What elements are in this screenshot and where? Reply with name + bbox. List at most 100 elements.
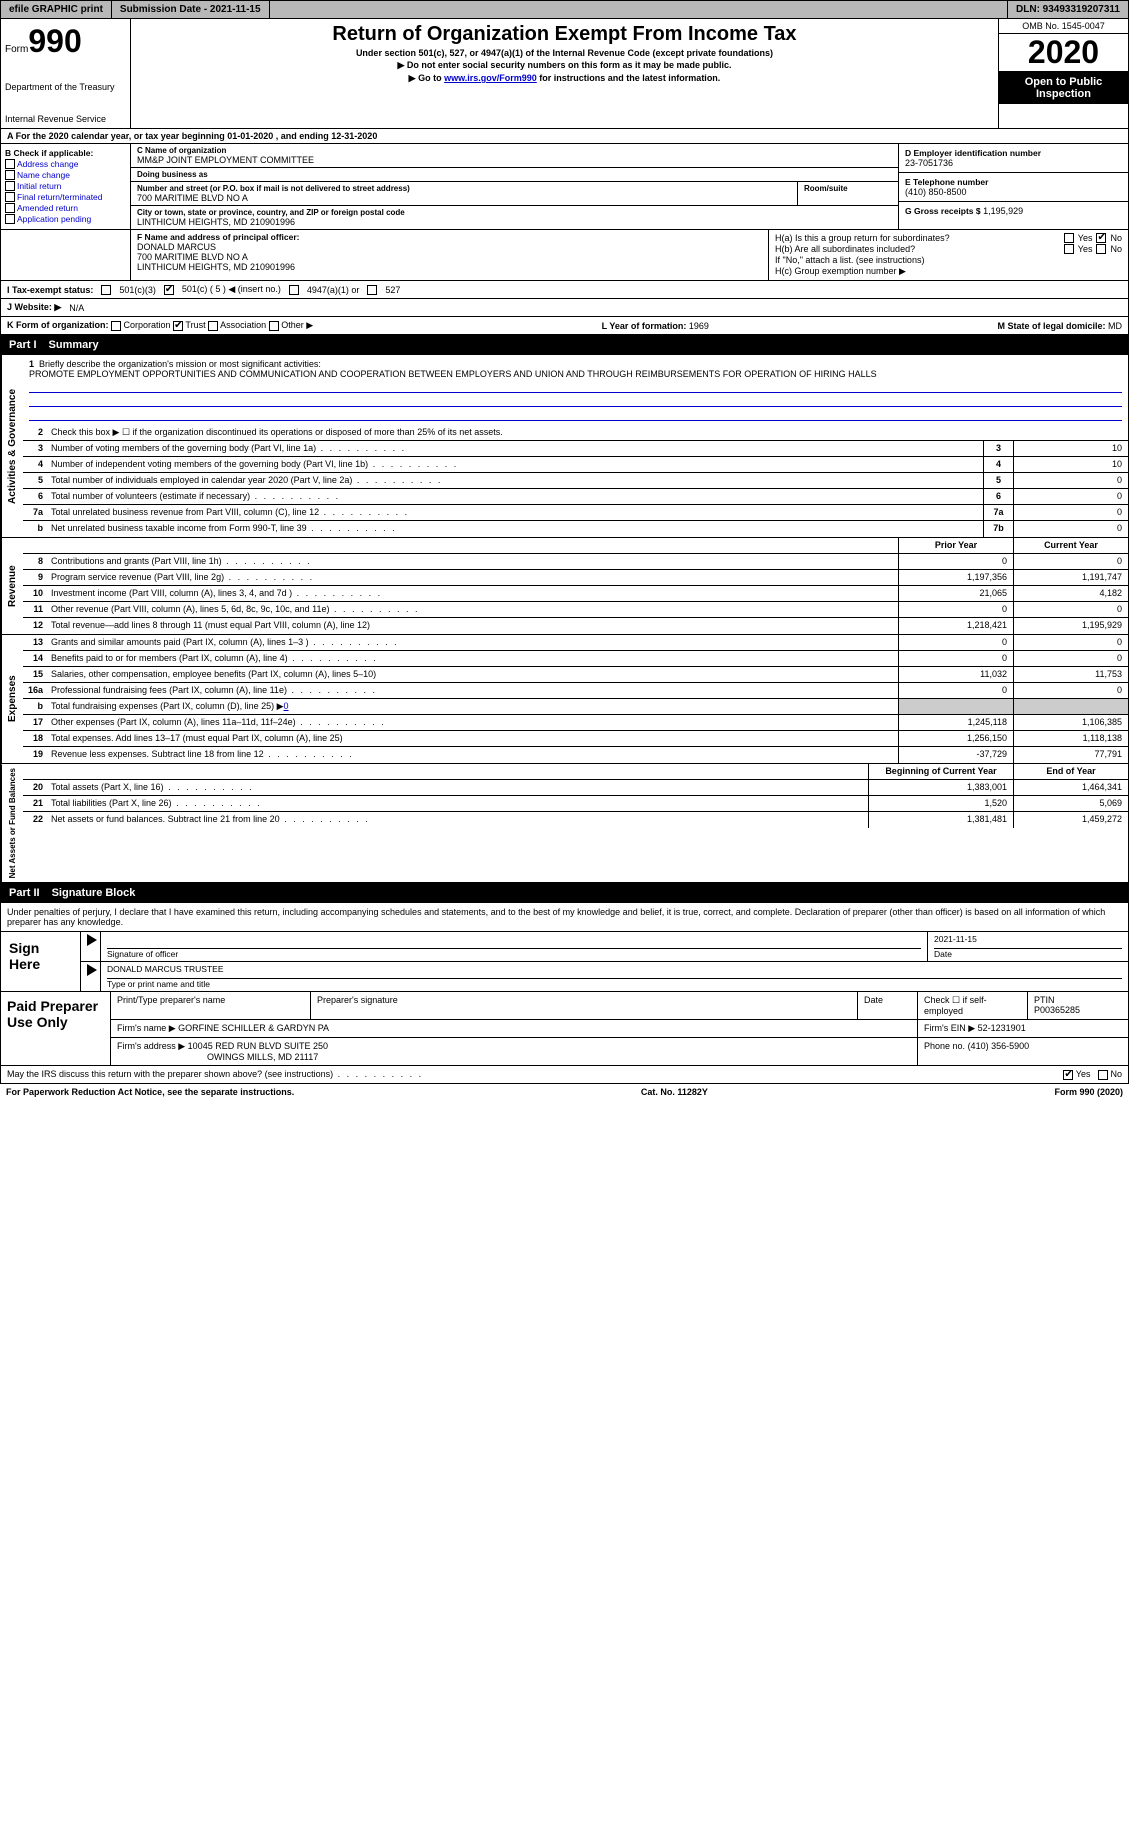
- pra-notice: For Paperwork Reduction Act Notice, see …: [6, 1087, 294, 1097]
- section-b: B Check if applicable: Address change Na…: [1, 144, 131, 229]
- hb-yes-checkbox[interactable]: [1064, 244, 1074, 254]
- section-m-label: M State of legal domicile:: [997, 321, 1105, 331]
- amended-return-label: Amended return: [17, 203, 78, 213]
- mission-blank-line: [29, 393, 1122, 407]
- net-assets-section: Net Assets or Fund Balances Beginning of…: [0, 764, 1129, 883]
- hb-no-checkbox[interactable]: [1096, 244, 1106, 254]
- a3: 10: [1013, 441, 1128, 456]
- p19: -37,729: [898, 747, 1013, 763]
- governance-section: Activities & Governance 1 Briefly descri…: [0, 355, 1129, 538]
- final-return-checkbox[interactable]: [5, 192, 15, 202]
- assoc-label: Association: [220, 320, 266, 330]
- address-change-checkbox[interactable]: [5, 159, 15, 169]
- street-label: Number and street (or P.O. box if mail i…: [137, 184, 791, 193]
- irs-discuss-question: May the IRS discuss this return with the…: [7, 1069, 423, 1080]
- governance-sidebar: Activities & Governance: [1, 355, 23, 537]
- paid-preparer-block: Paid Preparer Use Only Print/Type prepar…: [0, 992, 1129, 1066]
- irs-label: Internal Revenue Service: [5, 114, 126, 124]
- c21: 5,069: [1013, 796, 1128, 811]
- c17: 1,106,385: [1013, 715, 1128, 730]
- q6: Total number of volunteers (estimate if …: [47, 489, 983, 504]
- a7a: 0: [1013, 505, 1128, 520]
- net-assets-sidebar: Net Assets or Fund Balances: [1, 764, 23, 882]
- city-value: LINTHICUM HEIGHTS, MD 210901996: [137, 217, 405, 227]
- form-word: Form: [5, 44, 28, 55]
- firm-name-value: GORFINE SCHILLER & GARDYN PA: [178, 1023, 329, 1033]
- signature-intro: Under penalties of perjury, I declare th…: [0, 903, 1129, 932]
- name-arrow-icon: [87, 964, 97, 976]
- a7b: 0: [1013, 521, 1128, 537]
- c16b-shaded: [1013, 699, 1128, 714]
- efile-topbar: efile GRAPHIC print Submission Date - 20…: [0, 0, 1129, 19]
- amended-return-checkbox[interactable]: [5, 203, 15, 213]
- q16a: Professional fundraising fees (Part IX, …: [47, 683, 898, 698]
- goto-pre: ▶ Go to: [409, 73, 444, 83]
- room-label: Room/suite: [804, 184, 892, 193]
- q17: Other expenses (Part IX, column (A), lin…: [47, 715, 898, 730]
- app-pending-checkbox[interactable]: [5, 214, 15, 224]
- 527-checkbox[interactable]: [367, 285, 377, 295]
- 4947-checkbox[interactable]: [289, 285, 299, 295]
- initial-return-checkbox[interactable]: [5, 181, 15, 191]
- discuss-yes-checkbox[interactable]: [1063, 1070, 1073, 1080]
- q15: Salaries, other compensation, employee b…: [47, 667, 898, 682]
- paid-preparer-label: Paid Preparer Use Only: [1, 992, 111, 1065]
- form-990-number: 990: [28, 23, 81, 59]
- ha-no-checkbox[interactable]: [1096, 233, 1106, 243]
- goto-line: ▶ Go to www.irs.gov/Form990 for instruct…: [135, 73, 994, 84]
- p11: 0: [898, 602, 1013, 617]
- q21: Total liabilities (Part X, line 26): [47, 796, 868, 811]
- page-footer: For Paperwork Reduction Act Notice, see …: [0, 1084, 1129, 1100]
- q20: Total assets (Part X, line 16): [47, 780, 868, 795]
- ha-label: H(a) Is this a group return for subordin…: [775, 233, 1060, 243]
- q8: Contributions and grants (Part VIII, lin…: [47, 554, 898, 569]
- section-c: C Name of organization MM&P JOINT EMPLOY…: [131, 144, 898, 229]
- phone-label: E Telephone number: [905, 177, 1122, 187]
- efile-graphic-label[interactable]: efile GRAPHIC print: [1, 1, 112, 18]
- firm-phone-label: Phone no.: [924, 1041, 965, 1051]
- tax-exempt-row: I Tax-exempt status: 501(c)(3) 501(c) ( …: [0, 281, 1129, 299]
- tax-year: 2020: [999, 34, 1128, 72]
- q10: Investment income (Part VIII, column (A)…: [47, 586, 898, 601]
- firm-ein-label: Firm's EIN ▶: [924, 1023, 975, 1033]
- ha-yes: Yes: [1078, 233, 1093, 243]
- discuss-no-checkbox[interactable]: [1098, 1070, 1108, 1080]
- q19: Revenue less expenses. Subtract line 18 …: [47, 747, 898, 763]
- street-value: 700 MARITIME BLVD NO A: [137, 193, 791, 203]
- a5: 0: [1013, 473, 1128, 488]
- q7b: Net unrelated business taxable income fr…: [47, 521, 983, 537]
- firm-addr1: 10045 RED RUN BLVD SUITE 250: [188, 1041, 328, 1051]
- 501c3-checkbox[interactable]: [101, 285, 111, 295]
- assoc-checkbox[interactable]: [208, 321, 218, 331]
- irs-discuss-row: May the IRS discuss this return with the…: [0, 1066, 1129, 1084]
- expenses-sidebar: Expenses: [1, 635, 23, 763]
- section-j-label: J Website: ▶: [7, 302, 61, 313]
- firm-addr2: OWINGS MILLS, MD 21117: [207, 1052, 318, 1062]
- 501c-checkbox[interactable]: [164, 285, 174, 295]
- name-title-label: Type or print name and title: [107, 978, 1122, 989]
- ha-yes-checkbox[interactable]: [1064, 233, 1074, 243]
- form990-link[interactable]: www.irs.gov/Form990: [444, 73, 537, 83]
- c9: 1,191,747: [1013, 570, 1128, 585]
- name-change-checkbox[interactable]: [5, 170, 15, 180]
- phone-value: (410) 850-8500: [905, 187, 1122, 197]
- q16b: Total fundraising expenses (Part IX, col…: [47, 699, 898, 714]
- p16b-shaded: [898, 699, 1013, 714]
- p14: 0: [898, 651, 1013, 666]
- c16a: 0: [1013, 683, 1128, 698]
- app-pending-label: Application pending: [17, 214, 91, 224]
- section-l-label: L Year of formation:: [602, 321, 687, 331]
- firm-phone-value: (410) 356-5900: [968, 1041, 1030, 1051]
- corp-checkbox[interactable]: [111, 321, 121, 331]
- form-number-footer: Form 990 (2020): [1054, 1087, 1123, 1097]
- trust-checkbox[interactable]: [173, 321, 183, 331]
- other-checkbox[interactable]: [269, 321, 279, 331]
- c8: 0: [1013, 554, 1128, 569]
- ein-value: 23-7051736: [905, 158, 1122, 168]
- part1-title: Summary: [49, 339, 99, 351]
- 501c-label: 501(c) ( 5 ) ◀ (insert no.): [182, 284, 281, 295]
- open-to-public: Open to Public Inspection: [999, 72, 1128, 104]
- begin-year-header: Beginning of Current Year: [868, 764, 1013, 779]
- end-year-header: End of Year: [1013, 764, 1128, 779]
- prep-date-label: Date: [858, 992, 918, 1019]
